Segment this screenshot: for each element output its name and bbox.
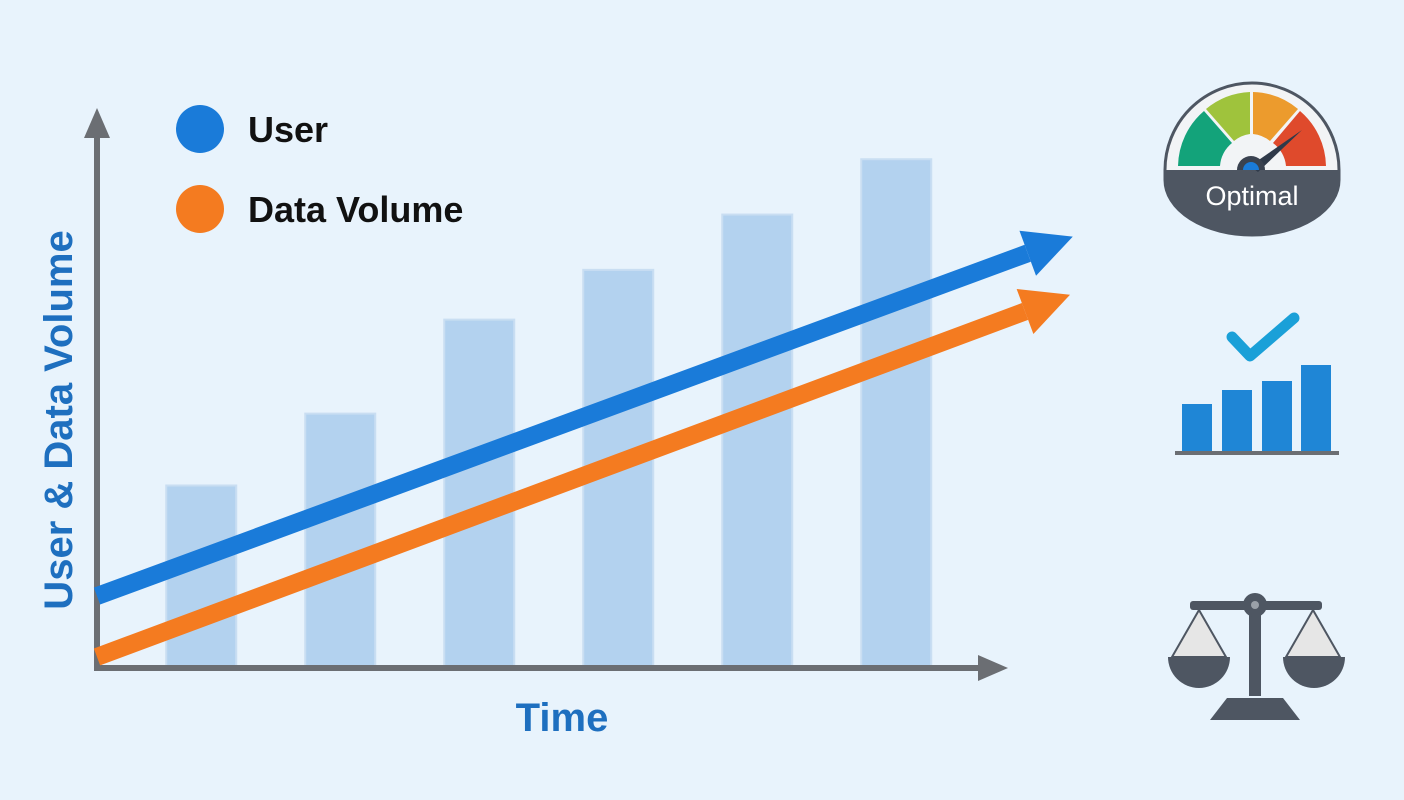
legend-marker-data-volume <box>176 185 224 233</box>
y-axis-label: User & Data Volume <box>37 230 81 609</box>
gauge-icon: Optimal <box>1163 81 1341 237</box>
bar-5 <box>721 213 794 669</box>
balance-scale-icon <box>1168 593 1345 720</box>
bar-chart-check-icon <box>1175 312 1339 455</box>
legend-label-data-volume: Data Volume <box>248 189 463 230</box>
series-line-2 <box>93 303 1029 666</box>
series-line-1 <box>93 244 1031 605</box>
bar-3 <box>443 318 516 669</box>
gauge-label: Optimal <box>1205 181 1298 211</box>
x-axis-label: Time <box>516 696 609 740</box>
bar-6 <box>860 158 933 670</box>
legend-marker-user <box>176 105 224 153</box>
x-axis-arrow <box>978 655 1008 681</box>
legend-label-user: User <box>248 109 328 150</box>
series-arrowhead-1 <box>1019 230 1073 276</box>
y-axis-arrow <box>84 108 110 138</box>
bar-1 <box>165 484 238 670</box>
bar-2 <box>304 412 377 669</box>
series-arrowhead-2 <box>1016 288 1070 334</box>
